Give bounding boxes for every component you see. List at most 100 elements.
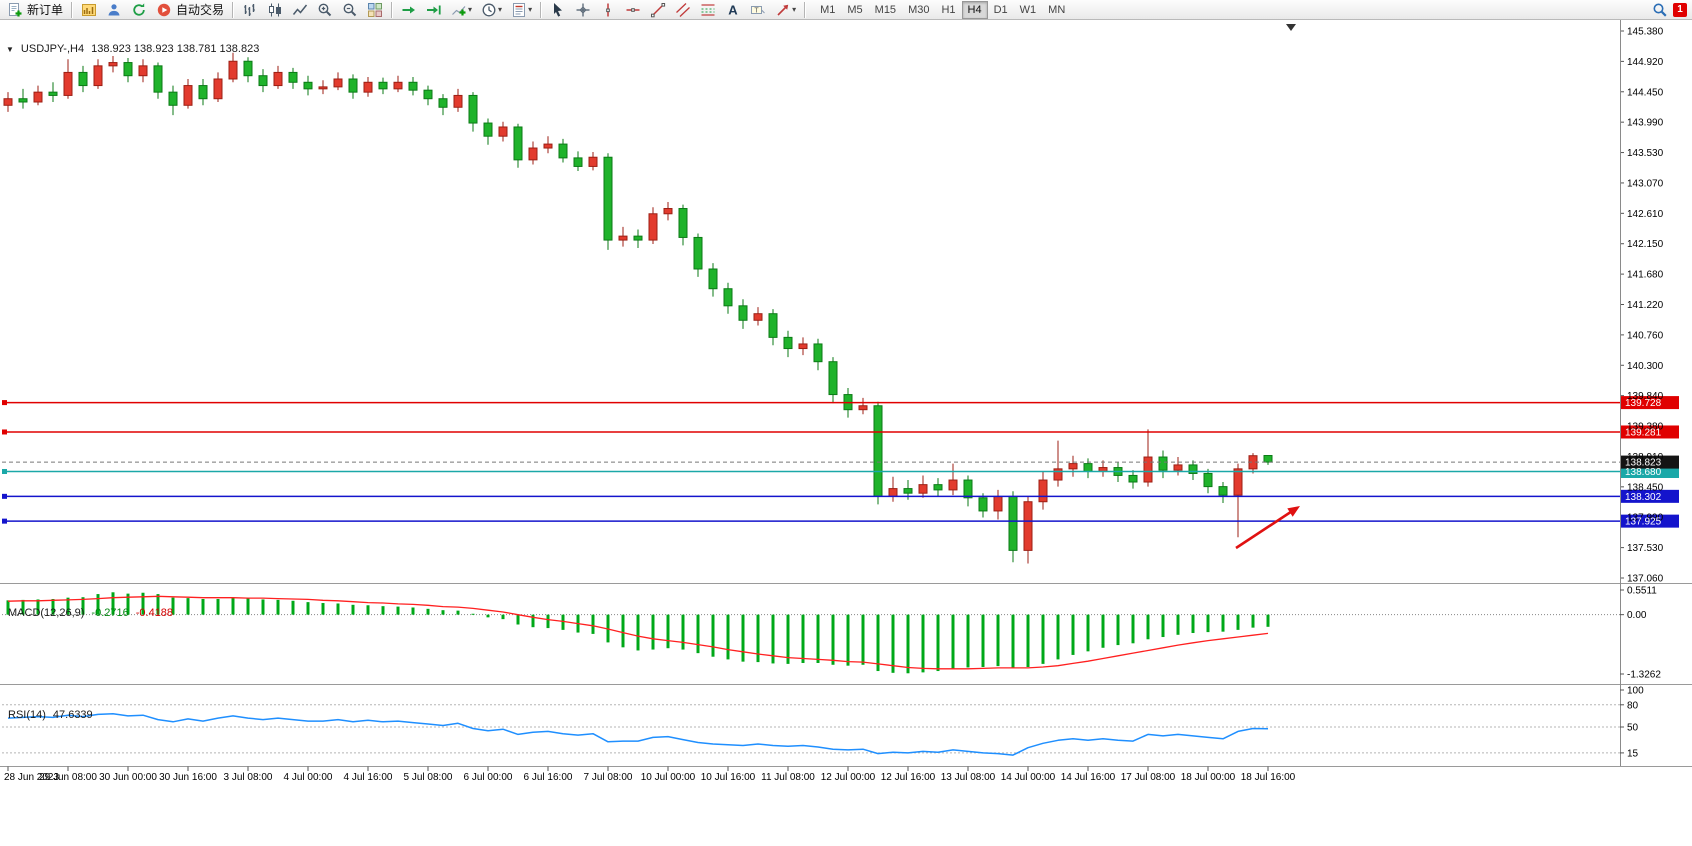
timeframe-d1-button[interactable]: D1 [993, 3, 1008, 16]
svg-text:137.925: 137.925 [1625, 517, 1662, 528]
svg-text:3 Jul 08:00: 3 Jul 08:00 [224, 772, 273, 783]
svg-text:139.380: 139.380 [1627, 422, 1664, 433]
autotrading-label: 自动交易 [176, 3, 225, 17]
svg-text:144.920: 144.920 [1627, 57, 1664, 68]
svg-text:140.300: 140.300 [1627, 361, 1664, 372]
timeframe-m30-button[interactable]: M30 [908, 3, 930, 16]
indicators-button[interactable]: ▾ [447, 0, 476, 20]
svg-text:138.910: 138.910 [1627, 452, 1664, 463]
cursor-button[interactable] [546, 0, 570, 20]
timeframe-m5-button[interactable]: M5 [847, 3, 863, 16]
fibonacci-button[interactable] [696, 0, 720, 20]
svg-text:138.302: 138.302 [1625, 492, 1662, 503]
notification-badge[interactable]: 1 [1673, 2, 1687, 17]
periods-button[interactable]: ▾ [477, 0, 506, 20]
timeframe-m1-button[interactable]: M1 [820, 3, 836, 16]
zoom-out-icon [343, 3, 357, 16]
horizontal-line-button[interactable] [621, 0, 645, 20]
svg-text:13 Jul 08:00: 13 Jul 08:00 [941, 772, 996, 783]
templates-icon [513, 2, 526, 17]
svg-text:T: T [754, 7, 759, 14]
svg-text:144.450: 144.450 [1627, 87, 1664, 98]
svg-text:5 Jul 08:00: 5 Jul 08:00 [404, 772, 453, 783]
svg-text:17 Jul 08:00: 17 Jul 08:00 [1121, 772, 1176, 783]
svg-text:0.00: 0.00 [1627, 610, 1647, 621]
channel-button[interactable] [671, 0, 695, 20]
candlestick-chart-icon [269, 3, 282, 16]
svg-text:142.610: 142.610 [1627, 209, 1664, 220]
trendline-button[interactable] [646, 0, 670, 20]
svg-text:139.281: 139.281 [1625, 427, 1662, 438]
search-icon[interactable] [1652, 2, 1668, 18]
fibonacci-icon [701, 3, 715, 16]
svg-text:12 Jul 16:00: 12 Jul 16:00 [881, 772, 936, 783]
svg-text:18 Jul 00:00: 18 Jul 00:00 [1181, 772, 1236, 783]
timeframe-h1-button[interactable]: H1 [941, 3, 956, 16]
toolbar-right-group: 1 [1652, 2, 1689, 18]
drawings-layer [1235, 506, 1300, 550]
charts-window-button[interactable] [77, 0, 101, 20]
crosshair-icon [576, 3, 590, 16]
timeframe-m15-button[interactable]: M15 [874, 3, 897, 16]
crosshair-button[interactable] [571, 0, 595, 20]
auto-scroll-button[interactable] [397, 0, 421, 20]
vertical-line-button[interactable] [596, 0, 620, 20]
zoom-in-icon [318, 3, 332, 16]
timeframe-h4-button[interactable]: H4 [961, 0, 988, 19]
bar-chart-icon [244, 3, 256, 16]
templates-button[interactable]: ▾ [507, 0, 536, 20]
timeframe-toolbar: M1 M5 M15 M30 H1 H4 D1 W1 MN [814, 0, 1071, 19]
profiles-button[interactable] [102, 0, 126, 20]
bar-chart-button[interactable] [238, 0, 262, 20]
svg-text:28 Jun 2023: 28 Jun 2023 [4, 772, 59, 783]
svg-text:4 Jul 00:00: 4 Jul 00:00 [284, 772, 333, 783]
svg-text:143.530: 143.530 [1627, 148, 1664, 159]
svg-text:100: 100 [1627, 686, 1644, 697]
text-label-button[interactable]: T [746, 0, 770, 20]
new-order-button[interactable]: 新订单 [3, 0, 67, 20]
dropdown-caret: ▾ [792, 4, 797, 14]
timeframe-mn-button[interactable]: MN [1048, 3, 1066, 16]
toolbar-separator [391, 1, 394, 18]
zoom-out-button[interactable] [338, 0, 362, 20]
tile-windows-button[interactable] [363, 0, 387, 20]
auto-scroll-icon [402, 6, 416, 13]
svg-text:30 Jun 00:00: 30 Jun 00:00 [99, 772, 157, 783]
chart-window: 145.380 144.920 144.450 143.990 143.530 143.0… [0, 20, 1692, 846]
arrows-tool-button[interactable]: ▾ [771, 0, 800, 20]
chart-shift-button[interactable] [422, 0, 446, 20]
svg-text:142.150: 142.150 [1627, 239, 1664, 250]
tile-windows-icon [368, 2, 383, 17]
svg-text:139.728: 139.728 [1625, 398, 1662, 409]
price-markers-layer [1621, 396, 1679, 528]
chart-shift-icon [427, 5, 441, 14]
toolbar-separator [804, 1, 807, 18]
svg-text:141.220: 141.220 [1627, 300, 1664, 311]
svg-text:15: 15 [1627, 748, 1639, 759]
new-order-label: 新订单 [27, 3, 64, 17]
chart-canvas[interactable]: 145.380 144.920 144.450 143.990 143.530 143.0… [0, 20, 1692, 846]
trendline-icon [651, 2, 666, 17]
candlestick-chart-button[interactable] [263, 0, 287, 20]
new-order-icon [9, 2, 22, 16]
indicators-icon [452, 5, 466, 15]
svg-text:0.5511: 0.5511 [1627, 586, 1657, 597]
svg-text:30 Jun 16:00: 30 Jun 16:00 [159, 772, 217, 783]
svg-text:6 Jul 00:00: 6 Jul 00:00 [464, 772, 513, 783]
svg-text:50: 50 [1627, 723, 1639, 734]
autotrading-button[interactable]: 自动交易 [152, 0, 228, 20]
channel-icon [676, 2, 691, 17]
refresh-button[interactable] [127, 0, 151, 20]
timeframe-w1-button[interactable]: W1 [1019, 3, 1037, 16]
line-chart-button[interactable] [288, 0, 312, 20]
zoom-in-button[interactable] [313, 0, 337, 20]
text-button[interactable]: A [721, 0, 745, 20]
level-lines-layer [2, 400, 1620, 524]
clock-icon [482, 3, 496, 16]
svg-text:7 Jul 08:00: 7 Jul 08:00 [584, 772, 633, 783]
toolbar-separator [540, 1, 543, 18]
cursor-icon [554, 2, 563, 17]
horizontal-line-icon [626, 7, 640, 12]
toolbar-separator [71, 1, 74, 18]
